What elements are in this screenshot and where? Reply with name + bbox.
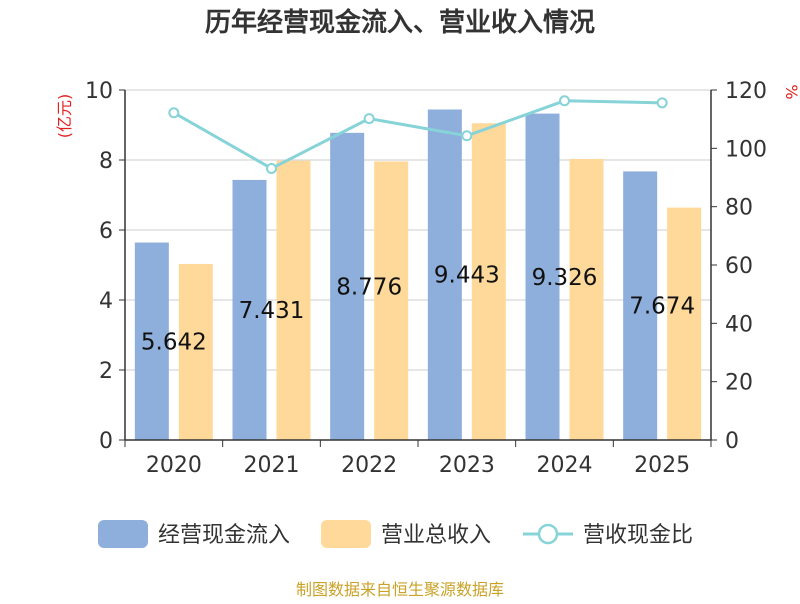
- ratio-point: [461, 130, 473, 142]
- ratio-point: [559, 95, 570, 107]
- y-left-tick-label: 0: [99, 429, 113, 454]
- line-layer: [168, 95, 668, 174]
- bar-revenue: [276, 160, 311, 440]
- y-left-tick-label: 6: [99, 219, 113, 244]
- legend-item-revenue: 营业总收入: [321, 520, 491, 548]
- chart-title: 历年经营现金流入、营业收入情况: [205, 7, 595, 38]
- data-labels: 5.642 7.431 8.776 9.443 9.326 7.674: [141, 263, 695, 356]
- ratio-point: [363, 113, 375, 125]
- legend-label: 营收现金比: [583, 523, 693, 548]
- legend: 经营现金流入 营业总收入 营收现金比: [98, 520, 693, 548]
- y-right-tick-label: 60: [725, 254, 753, 279]
- legend-label: 营业总收入: [381, 523, 491, 548]
- x-tick-label: 2020: [146, 453, 202, 478]
- y-left-axis-label: (亿元): [55, 94, 74, 139]
- bar-cash-inflow: [427, 109, 462, 441]
- bar-revenue: [374, 161, 409, 440]
- grid-lines: [125, 89, 711, 371]
- legend-label: 经营现金流入: [158, 523, 290, 548]
- y-right-tick-label: 120: [725, 79, 767, 104]
- y-left-tick-label: 4: [99, 289, 113, 314]
- bar-cash-inflow: [134, 242, 169, 440]
- ratio-point: [656, 97, 668, 109]
- x-tick-label: 2021: [244, 453, 300, 478]
- y-right-tick-label: 40: [725, 312, 753, 337]
- bar-revenue: [178, 263, 213, 440]
- data-label: 7.674: [629, 294, 695, 320]
- bar-revenue: [569, 158, 604, 440]
- legend-swatch: [98, 520, 148, 548]
- data-label: 7.431: [239, 298, 305, 324]
- y-left-tick-label: 2: [99, 359, 113, 384]
- x-tick-label: 2024: [537, 453, 593, 478]
- y-right-tick-label: 20: [725, 371, 753, 396]
- bar-revenue: [471, 123, 506, 440]
- ratio-point: [266, 162, 277, 174]
- y-right-tick-label: 0: [725, 429, 739, 454]
- y-right-axis-label: %: [782, 84, 800, 99]
- bar-cash-inflow: [525, 113, 560, 440]
- bar-layer: [134, 109, 702, 441]
- x-tick-label: 2022: [341, 453, 397, 478]
- legend-swatch: [321, 520, 371, 548]
- bar-cash-inflow: [232, 179, 267, 441]
- y-right-tick-label: 80: [725, 196, 753, 221]
- y-left-tick-label: 8: [99, 149, 113, 174]
- legend-item-ratio: 营收现金比: [523, 523, 693, 548]
- data-label: 9.326: [532, 265, 598, 291]
- ratio-line: [173, 99, 663, 171]
- x-tick-label: 2023: [439, 453, 495, 478]
- source-note: 制图数据来自恒生聚源数据库: [296, 580, 504, 599]
- ratio-point: [168, 107, 180, 119]
- bar-revenue: [667, 207, 702, 440]
- legend-marker: [537, 523, 559, 545]
- y-right-tick-label: 100: [725, 137, 767, 162]
- data-label: 5.642: [141, 329, 207, 355]
- x-tick-label: 2025: [634, 453, 690, 478]
- legend-item-cash-inflow: 经营现金流入: [98, 520, 290, 548]
- y-left-tick-label: 10: [85, 79, 113, 104]
- data-label: 8.776: [336, 274, 402, 300]
- bar-cash-inflow: [623, 171, 658, 440]
- bar-cash-inflow: [330, 132, 365, 440]
- data-label: 9.443: [434, 263, 500, 289]
